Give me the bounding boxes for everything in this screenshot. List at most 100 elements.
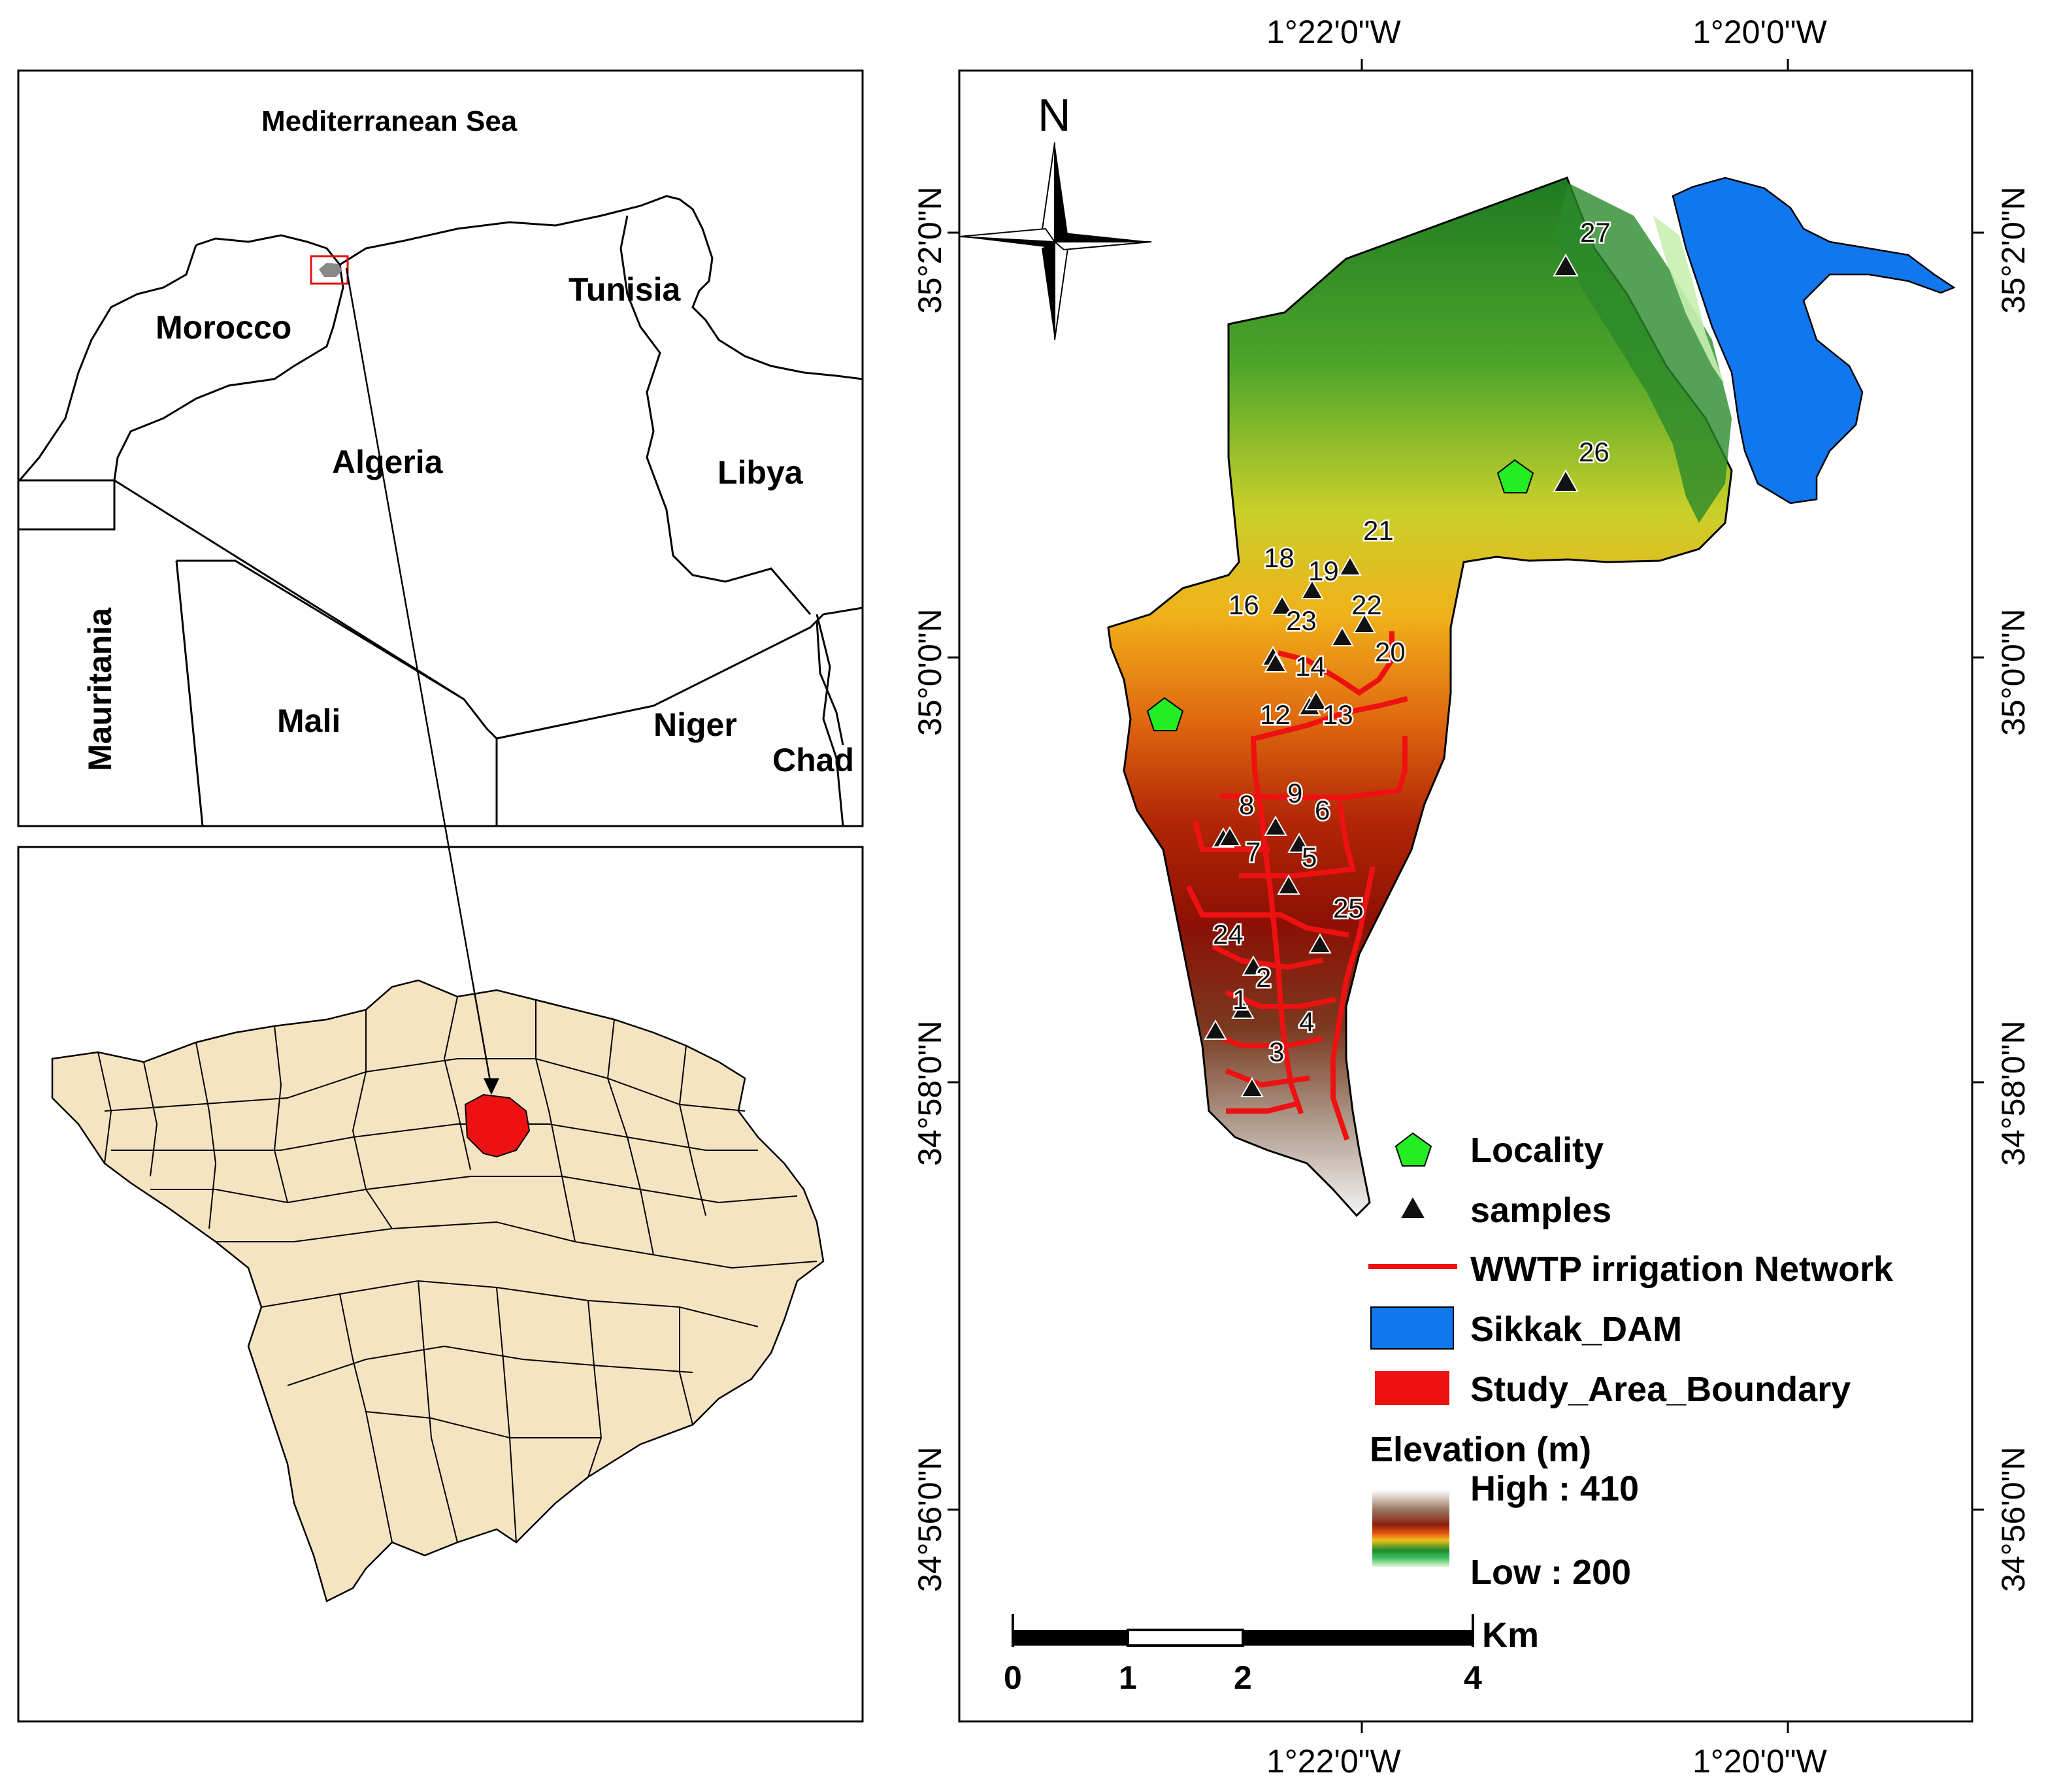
coord-right-1: 35°2'0"N (1995, 186, 2032, 314)
sample-label-18: 18 (1264, 542, 1295, 573)
study-area-red (464, 1093, 531, 1158)
legend-network-label: WWTP irrigation Network (1470, 1250, 1894, 1289)
sample-label-8: 8 (1239, 789, 1254, 820)
coord-left-3: 34°58'0"N (912, 1021, 948, 1166)
scale-bar-seg-2 (1127, 1629, 1244, 1647)
overview-map-frame (17, 69, 864, 827)
sample-markers (1204, 253, 1579, 1097)
sample-label-7: 7 (1246, 837, 1261, 867)
scale-bar: Km 0 1 2 4 (1004, 1614, 1539, 1696)
sample-label-12: 12 (1260, 699, 1291, 730)
compass-west-point-dark (959, 237, 1055, 247)
legend-elevation-low: Low : 200 (1470, 1553, 1631, 1592)
legend-dam-icon (1370, 1306, 1454, 1350)
scale-tick-2: 2 (1234, 1659, 1252, 1696)
legend-locality-label: Locality (1470, 1131, 1604, 1170)
connector-arrowhead (484, 1078, 499, 1095)
country-label-libya: Libya (718, 454, 804, 491)
legend-boundary-label: Study_Area_Boundary (1470, 1370, 1851, 1409)
legend-elevation-high: High : 410 (1470, 1469, 1639, 1508)
scale-tick-0: 0 (1004, 1659, 1022, 1696)
mali-border (175, 559, 498, 827)
connector-line (345, 267, 493, 1089)
coord-top-1: 1°22'0"W (1266, 14, 1402, 50)
country-label-mauritania: Mauritania (82, 607, 118, 771)
scale-bar-seg-3 (1243, 1630, 1473, 1646)
scale-bar-unit: Km (1482, 1616, 1539, 1655)
sample-label-23: 23 (1286, 605, 1317, 636)
sample-label-16: 16 (1229, 589, 1259, 620)
sample-label-5: 5 (1302, 842, 1317, 872)
study-area-elevation (1107, 176, 1733, 1218)
region-map-panel (17, 267, 864, 1723)
sample-label-9: 9 (1287, 778, 1302, 808)
coord-right-2: 35°0'0"N (1995, 608, 2032, 736)
study-location-box (310, 255, 349, 285)
legend-boundary-icon (1375, 1371, 1449, 1405)
chad-border (816, 620, 844, 746)
sample-label-6: 6 (1315, 795, 1330, 825)
coord-top-2: 1°20'0"W (1692, 14, 1828, 50)
locality-marker-1 (1146, 697, 1184, 731)
sample-label-14: 14 (1295, 651, 1326, 682)
coord-left-4: 34°56'0"N (912, 1447, 948, 1592)
study-map-panel: 1°22'0"W 1°20'0"W 1°22'0"W 1°20'0"W 35°2… (912, 14, 2032, 1780)
scale-bar-seg-1 (1013, 1630, 1128, 1646)
coord-right-4: 34°56'0"N (1995, 1447, 2032, 1592)
sample-label-4: 4 (1299, 1006, 1314, 1037)
legend-samples-icon (1401, 1197, 1425, 1218)
compass-north-point (1055, 142, 1068, 242)
legend-locality-icon (1394, 1132, 1432, 1167)
sample-label-2: 2 (1256, 962, 1271, 993)
morocco-border (18, 244, 197, 481)
sample-label-20: 20 (1375, 637, 1406, 667)
legend-dam-label: Sikkak_DAM (1470, 1310, 1682, 1349)
coord-left-1: 35°2'0"N (912, 186, 948, 314)
locality-marker-2 (1496, 459, 1534, 493)
sea-label: Mediterranean Sea (261, 105, 518, 137)
light-green-shore (1653, 216, 1725, 386)
sample-label-21: 21 (1363, 515, 1394, 546)
scale-tick-1: 1 (1119, 1659, 1137, 1696)
study-location-shape (319, 263, 342, 277)
north-arrow-label: N (1038, 90, 1071, 141)
sample-label-22: 22 (1351, 589, 1382, 620)
north-arrow: N (959, 90, 1152, 340)
sample-label-3: 3 (1269, 1037, 1284, 1067)
sample-label-25: 25 (1333, 893, 1364, 923)
country-label-tunisia: Tunisia (569, 271, 682, 308)
wilaya-borders (97, 996, 817, 1543)
country-label-chad: Chad (772, 742, 854, 778)
mauritania-border (18, 479, 863, 740)
sample-label-26: 26 (1579, 437, 1609, 467)
region-outline (51, 979, 825, 1602)
morocco-algeria-border (113, 264, 344, 481)
sikkak-dam (1672, 176, 1956, 505)
coord-bottom-2: 1°20'0"W (1692, 1743, 1828, 1780)
country-label-niger: Niger (653, 706, 737, 743)
overview-map-panel: Mediterranean Sea Morocco Algeria Tunisi… (17, 69, 864, 827)
legend-samples-label: samples (1470, 1191, 1611, 1230)
coord-bottom-1: 1°22'0"W (1266, 1743, 1402, 1780)
coord-left-2: 35°0'0"N (912, 608, 948, 736)
compass-south-point (1042, 242, 1055, 340)
sample-label-27: 27 (1580, 217, 1611, 248)
sample-label-1: 1 (1232, 984, 1247, 1015)
compass-east-point-dark (1055, 233, 1151, 242)
coord-right-3: 34°58'0"N (1995, 1021, 2032, 1166)
green-upland-patch (1555, 183, 1732, 523)
frame-ticks (948, 59, 1984, 1733)
country-label-morocco: Morocco (156, 309, 291, 346)
sample-label-24: 24 (1213, 919, 1244, 950)
legend-elevation-title: Elevation (m) (1370, 1430, 1591, 1469)
tunisia-libya-border (619, 215, 844, 827)
sample-labels: 1 2 3 4 5 6 7 8 9 12 13 14 16 18 19 20 2… (1212, 216, 1613, 1069)
sample-label-13: 13 (1323, 699, 1353, 730)
map-legend: Locality samples WWTP irrigation Network… (1368, 1131, 1894, 1592)
overview-coastline (195, 195, 863, 380)
country-label-algeria: Algeria (332, 444, 444, 480)
scale-tick-4: 4 (1464, 1659, 1482, 1696)
country-label-mali: Mali (277, 703, 340, 739)
legend-elevation-ramp (1372, 1490, 1449, 1567)
sample-label-19: 19 (1308, 556, 1339, 586)
